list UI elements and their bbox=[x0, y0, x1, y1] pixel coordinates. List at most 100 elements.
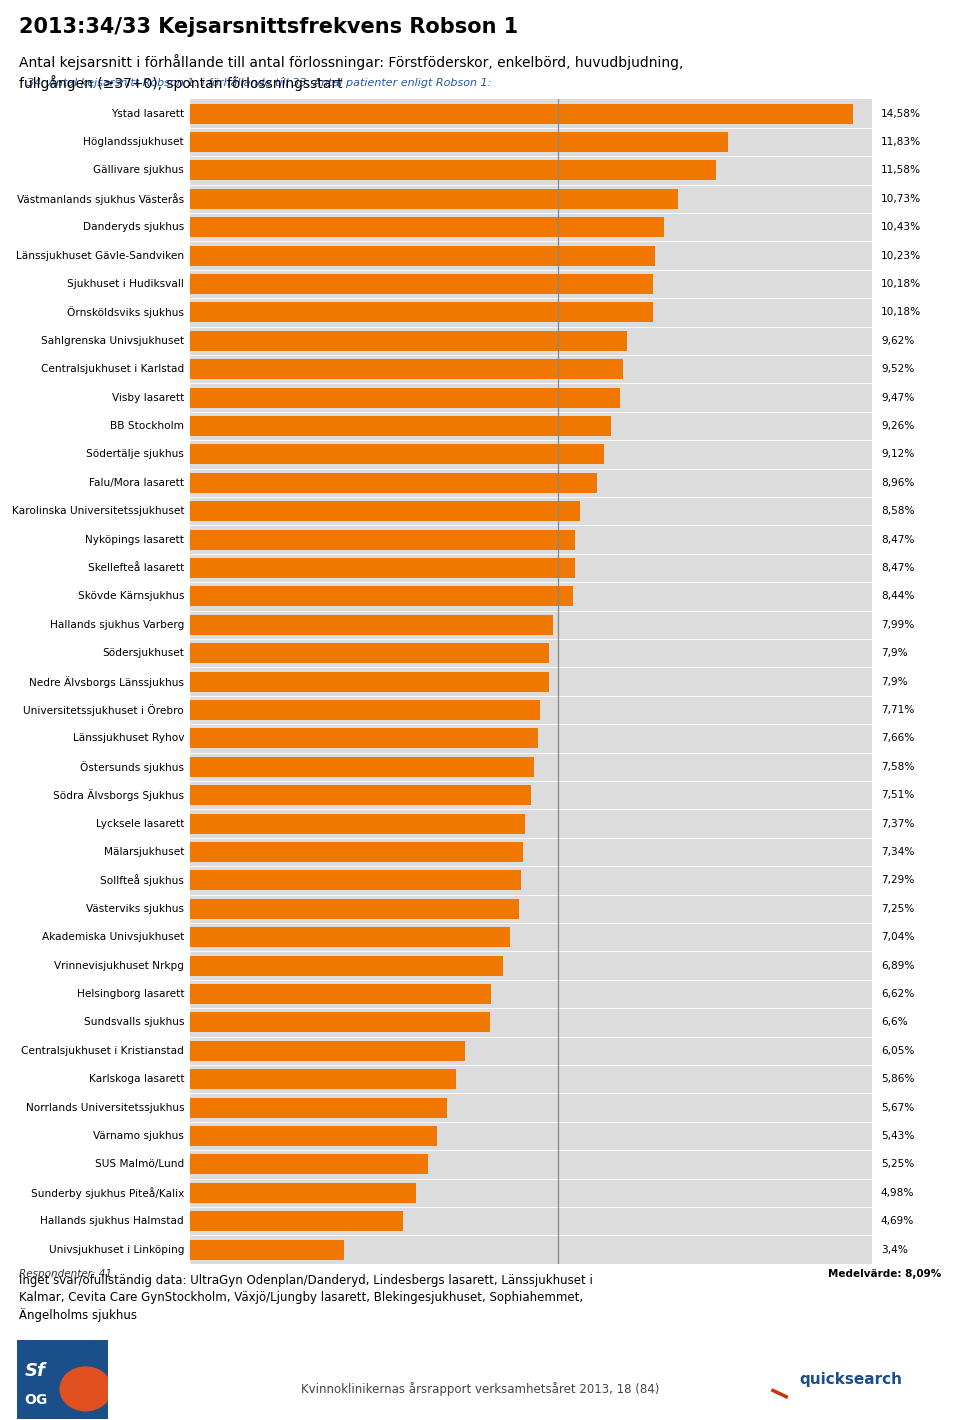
Bar bbox=[190, 104, 852, 124]
Bar bbox=[190, 814, 525, 834]
Text: Akademiska Univsjukhuset: Akademiska Univsjukhuset bbox=[42, 932, 184, 943]
Text: Univsjukhuset i Linköping: Univsjukhuset i Linköping bbox=[49, 1244, 184, 1255]
Bar bbox=[190, 615, 553, 635]
Text: Visby lasarett: Visby lasarett bbox=[111, 392, 184, 403]
Text: 5,86%: 5,86% bbox=[881, 1074, 914, 1085]
Bar bbox=[190, 1207, 872, 1235]
Text: Falu/Mora lasarett: Falu/Mora lasarett bbox=[89, 477, 184, 488]
Text: 9,26%: 9,26% bbox=[881, 420, 914, 432]
Bar bbox=[190, 99, 872, 128]
Bar bbox=[190, 1037, 872, 1065]
Bar bbox=[190, 809, 872, 838]
Text: Södertälje sjukhus: Södertälje sjukhus bbox=[86, 449, 184, 460]
Text: 2013:34/33 Kejsarsnittsfrekvens Robson 1: 2013:34/33 Kejsarsnittsfrekvens Robson 1 bbox=[19, 17, 518, 37]
Text: 8,47%: 8,47% bbox=[881, 534, 914, 545]
Bar bbox=[190, 923, 872, 951]
Bar bbox=[190, 785, 531, 805]
Bar bbox=[190, 132, 728, 152]
Bar bbox=[190, 980, 872, 1008]
Bar bbox=[190, 728, 538, 748]
Text: 7,04%: 7,04% bbox=[881, 932, 914, 943]
Text: Västmanlands sjukhus Västerås: Västmanlands sjukhus Västerås bbox=[17, 193, 184, 204]
Bar bbox=[190, 1008, 872, 1037]
Bar bbox=[190, 1240, 345, 1260]
Text: Respondenter: 41: Respondenter: 41 bbox=[19, 1269, 112, 1279]
Text: Länssjukhuset Gävle-Sandviken: Länssjukhuset Gävle-Sandviken bbox=[16, 250, 184, 261]
Text: 14,58%: 14,58% bbox=[881, 108, 921, 119]
Text: 9,47%: 9,47% bbox=[881, 392, 914, 403]
Text: Sunderby sjukhus Piteå/Kalix: Sunderby sjukhus Piteå/Kalix bbox=[31, 1187, 184, 1198]
Text: Gällivare sjukhus: Gällivare sjukhus bbox=[93, 165, 184, 176]
Text: 7,37%: 7,37% bbox=[881, 818, 914, 829]
Bar bbox=[190, 246, 655, 266]
Text: 4,69%: 4,69% bbox=[881, 1216, 914, 1227]
Bar bbox=[190, 274, 653, 294]
Text: 5,25%: 5,25% bbox=[881, 1159, 914, 1170]
Bar bbox=[190, 359, 622, 379]
Bar bbox=[190, 870, 521, 890]
Bar bbox=[190, 1012, 490, 1032]
Bar bbox=[190, 156, 872, 185]
Bar bbox=[190, 302, 653, 322]
Text: 3,4%: 3,4% bbox=[881, 1244, 908, 1255]
Text: 7,58%: 7,58% bbox=[881, 761, 914, 772]
Text: 9,62%: 9,62% bbox=[881, 335, 914, 346]
Text: 6,6%: 6,6% bbox=[881, 1017, 907, 1028]
Text: Danderyds sjukhus: Danderyds sjukhus bbox=[83, 222, 184, 233]
Bar bbox=[190, 1065, 872, 1093]
Text: Länssjukhuset Ryhov: Länssjukhuset Ryhov bbox=[73, 733, 184, 744]
Text: Skellefteå lasarett: Skellefteå lasarett bbox=[87, 562, 184, 574]
Bar bbox=[190, 951, 872, 980]
Bar bbox=[190, 724, 872, 753]
Text: Hallands sjukhus Halmstad: Hallands sjukhus Halmstad bbox=[40, 1216, 184, 1227]
Bar bbox=[190, 388, 620, 408]
Text: Sjukhuset i Hudiksvall: Sjukhuset i Hudiksvall bbox=[67, 278, 184, 290]
Bar bbox=[190, 444, 605, 464]
Bar bbox=[190, 927, 510, 947]
Bar bbox=[190, 866, 872, 895]
Text: 7,51%: 7,51% bbox=[881, 790, 914, 801]
Bar bbox=[190, 984, 491, 1004]
Bar bbox=[190, 643, 549, 663]
Text: Antal kejsarsnitt i förhållande till antal förlossningar: Förstföderskor, enkelb: Antal kejsarsnitt i förhållande till ant… bbox=[19, 54, 684, 91]
Text: Sahlgrenska Univsjukhuset: Sahlgrenska Univsjukhuset bbox=[41, 335, 184, 346]
Bar bbox=[190, 530, 575, 550]
Bar bbox=[190, 611, 872, 639]
Bar bbox=[190, 582, 872, 611]
Text: 8,58%: 8,58% bbox=[881, 506, 915, 517]
Bar bbox=[190, 781, 872, 809]
Text: 7,25%: 7,25% bbox=[881, 903, 914, 914]
Bar bbox=[190, 956, 503, 976]
Bar bbox=[190, 440, 872, 469]
Text: 7,9%: 7,9% bbox=[881, 676, 907, 687]
Text: 7,99%: 7,99% bbox=[881, 619, 914, 630]
Bar bbox=[190, 327, 872, 355]
Bar bbox=[190, 217, 664, 237]
Text: Inget svar/ofullständig data: UltraGyn Odenplan/Danderyd, Lindesbergs lasarett, : Inget svar/ofullständig data: UltraGyn O… bbox=[19, 1274, 593, 1322]
Bar bbox=[190, 331, 627, 351]
Bar bbox=[190, 554, 872, 582]
Bar bbox=[190, 213, 872, 241]
Bar bbox=[190, 1093, 872, 1122]
Bar bbox=[190, 160, 716, 180]
Bar bbox=[190, 298, 872, 327]
Bar bbox=[190, 241, 872, 270]
Bar bbox=[190, 189, 678, 209]
Text: Västerviks sjukhus: Västerviks sjukhus bbox=[86, 903, 184, 914]
Text: Lycksele lasarett: Lycksele lasarett bbox=[96, 818, 184, 829]
Text: 7,71%: 7,71% bbox=[881, 704, 914, 716]
Text: Ystad lasarett: Ystad lasarett bbox=[111, 108, 184, 119]
Text: 5,43%: 5,43% bbox=[881, 1130, 914, 1142]
Bar bbox=[190, 1069, 456, 1089]
Text: 9,12%: 9,12% bbox=[881, 449, 914, 460]
Text: Helsingborg lasarett: Helsingborg lasarett bbox=[77, 988, 184, 1000]
Text: SUS Malmö/Lund: SUS Malmö/Lund bbox=[95, 1159, 184, 1170]
Text: Universitetssjukhuset i Örebro: Universitetssjukhuset i Örebro bbox=[23, 704, 184, 716]
Bar bbox=[190, 270, 872, 298]
Text: 10,73%: 10,73% bbox=[881, 193, 922, 204]
Bar bbox=[190, 639, 872, 667]
Text: 8,44%: 8,44% bbox=[881, 591, 914, 602]
Text: Centralsjukhuset i Kristianstad: Centralsjukhuset i Kristianstad bbox=[21, 1045, 184, 1056]
Text: Sundsvalls sjukhus: Sundsvalls sjukhus bbox=[84, 1017, 184, 1028]
Text: Nyköpings lasarett: Nyköpings lasarett bbox=[85, 534, 184, 545]
